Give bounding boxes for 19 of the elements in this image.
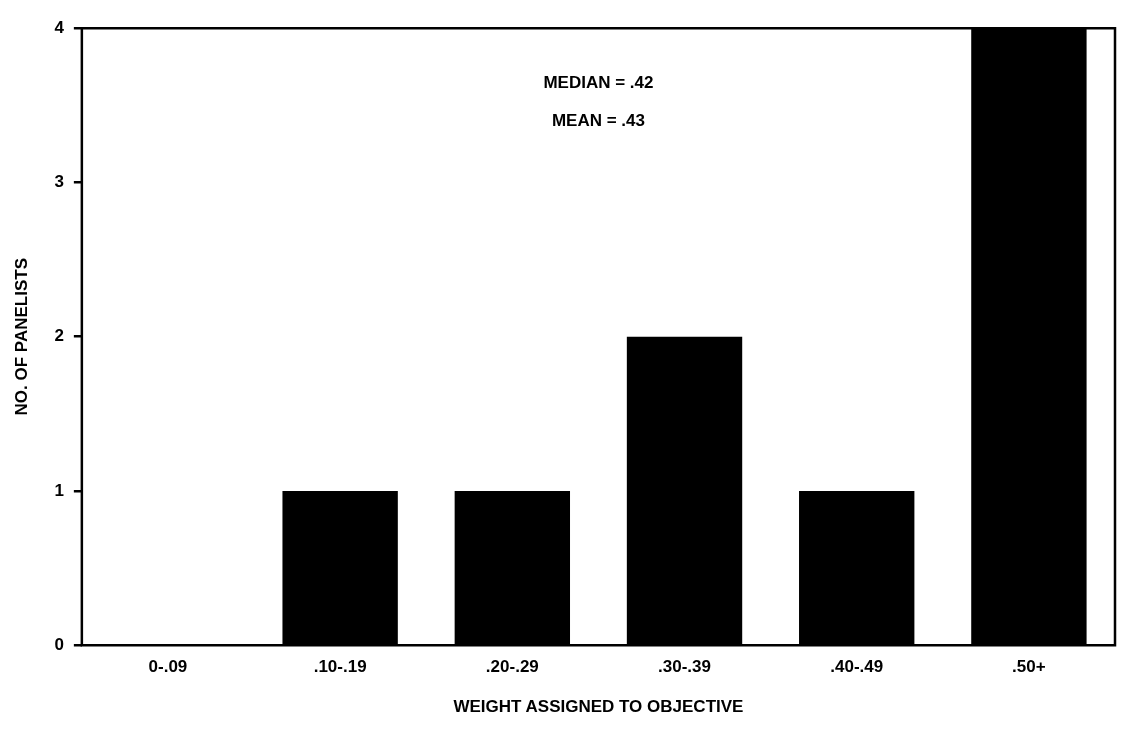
y-tick-label: 1 [54, 480, 64, 500]
x-tick-label: .20-.29 [485, 657, 539, 677]
y-tick-label: 2 [54, 326, 64, 346]
y-axis-title: NO. OF PANELISTS [11, 257, 31, 416]
bar [454, 490, 571, 644]
bar [799, 490, 915, 644]
y-tick-label: 4 [54, 17, 65, 37]
x-tick-label: .50+ [1012, 657, 1046, 677]
x-axis-title: WEIGHT ASSIGNED TO OBJECTIVE [453, 697, 744, 717]
x-tick-label: .10-.19 [313, 657, 367, 677]
bar [626, 336, 743, 644]
y-tick-label: 3 [54, 172, 64, 192]
y-tick-label: 0 [54, 634, 64, 654]
annotation: MEDIAN = .42 [543, 72, 654, 92]
x-tick-label: .40-.49 [830, 657, 884, 677]
annotation: MEAN = .43 [551, 110, 645, 130]
bar [282, 490, 398, 644]
x-tick-label: 0-.09 [148, 657, 188, 677]
x-tick-label: .30-.39 [658, 657, 711, 677]
